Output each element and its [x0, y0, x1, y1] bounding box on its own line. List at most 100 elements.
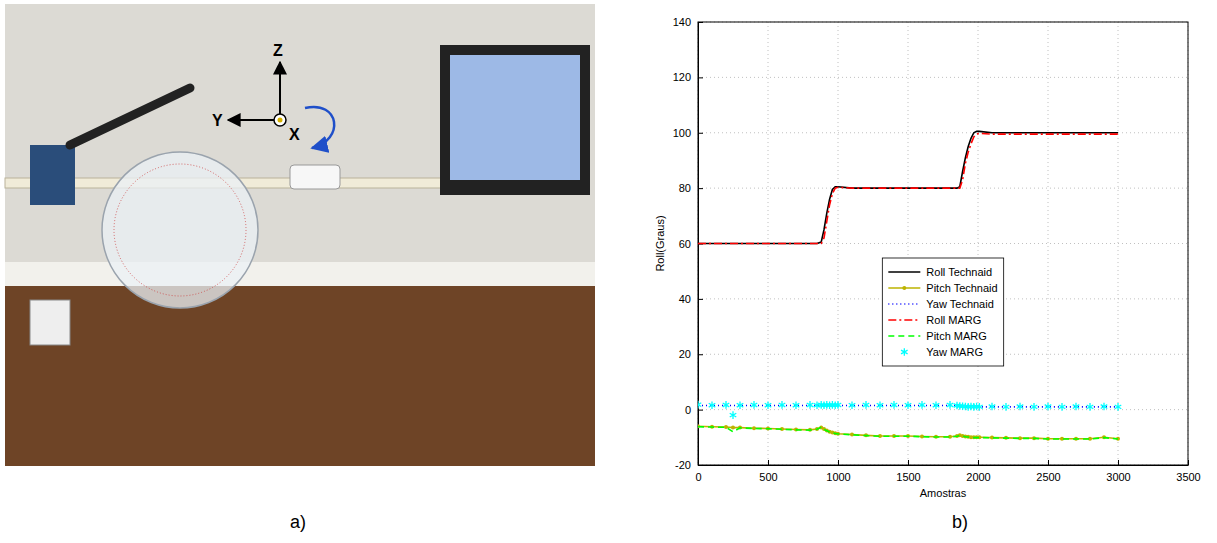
series-marker [1115, 403, 1122, 411]
tick-label: 120 [673, 71, 691, 83]
tick-mark [1118, 460, 1119, 465]
series-marker [1059, 403, 1066, 411]
photo-bench-top [5, 262, 595, 286]
grid-line-y [698, 409, 1188, 410]
photo-laptop [440, 45, 590, 195]
series-marker [724, 425, 728, 429]
photo-antenna [70, 88, 190, 145]
tick-label: 1000 [826, 471, 850, 483]
series-line [698, 133, 1118, 243]
tick-mark [698, 188, 703, 189]
series-marker [723, 401, 730, 409]
tick-mark [698, 77, 703, 78]
legend-box [882, 258, 1003, 366]
series-marker [731, 426, 735, 430]
tick-mark [838, 460, 839, 465]
series [698, 424, 1120, 440]
series [698, 133, 1118, 243]
series-marker [1031, 403, 1038, 411]
legend-label: Pitch Technaid [926, 282, 997, 294]
series-marker [814, 401, 821, 409]
photo-protractor-scale [114, 164, 246, 296]
x-axis-title: Amostras [920, 487, 967, 499]
series-marker [863, 401, 870, 409]
tick-label: 3500 [1176, 471, 1200, 483]
tick: 3000 [1106, 460, 1130, 483]
series [698, 427, 1118, 439]
panel-label: b) [952, 512, 968, 532]
tick-mark [698, 133, 703, 134]
tick-label: 3000 [1106, 471, 1130, 483]
grid-line-x [1048, 22, 1049, 465]
panel-label: a) [290, 512, 306, 532]
grid-line-y [698, 77, 1188, 78]
photo-sensor [290, 165, 340, 189]
tick-label: 60 [679, 238, 691, 250]
series-marker [835, 401, 842, 409]
tick-label: 40 [679, 293, 691, 305]
series-marker [877, 401, 884, 409]
tick-label: 2000 [966, 471, 990, 483]
tick: 1500 [896, 460, 920, 483]
tick-mark [908, 460, 909, 465]
series-marker [730, 411, 737, 419]
tick-label: -20 [675, 459, 691, 471]
series [698, 131, 1118, 243]
series-marker [807, 401, 814, 409]
photo-outlet [30, 300, 70, 345]
legend-marker [901, 348, 908, 356]
legend-label: Pitch MARG [926, 330, 987, 342]
series-marker [1101, 403, 1108, 411]
series-marker [905, 401, 912, 409]
photo-board [30, 145, 75, 205]
series-marker [1003, 403, 1010, 411]
axis-label: X [289, 126, 300, 143]
tick-label: 80 [679, 182, 691, 194]
axis-arrow-z [279, 62, 281, 120]
series-marker [933, 401, 940, 409]
legend-label: Yaw Technaid [926, 298, 993, 310]
legend-label: Roll Technaid [926, 266, 992, 278]
panel-b: 0 500 1000 1500 2000 2500 3000 3500 -20 0 20 40 60 80… [654, 16, 1201, 499]
legend-label: Yaw MARG [926, 346, 983, 358]
plot-frame [698, 22, 1188, 465]
legend-marker [902, 286, 906, 290]
x-axis: 0 500 1000 1500 2000 2500 3000 3500 [695, 460, 1200, 483]
axis-label: Y [212, 112, 223, 129]
series-marker [850, 433, 854, 437]
tick: 80 [679, 182, 703, 194]
series-marker [1087, 403, 1094, 411]
series-marker [989, 403, 996, 411]
grid-line-x [908, 22, 909, 465]
series-marker [751, 401, 758, 409]
legend-swatch [888, 303, 920, 305]
tick: 40 [679, 293, 703, 305]
tick: 500 [759, 460, 777, 483]
series-marker [779, 401, 786, 409]
tick-label: 1500 [896, 471, 920, 483]
tick: 2500 [1036, 460, 1060, 483]
series-marker [891, 401, 898, 409]
photo-laptop-screen [450, 55, 580, 180]
panel-a: ZYX [5, 4, 595, 466]
tick-label: 20 [679, 348, 691, 360]
tick: 20 [679, 348, 703, 360]
tick-mark [768, 460, 769, 465]
rotation-arrow [305, 107, 334, 148]
legend-label: Roll MARG [926, 314, 981, 326]
plot-marks [698, 131, 1121, 440]
series-marker [1045, 403, 1052, 411]
grid [698, 22, 1188, 465]
tick-label: 0 [685, 404, 691, 416]
axis-x-out [274, 114, 286, 126]
legend: Roll Technaid Pitch Technaid Yaw Technaid R… [882, 258, 1003, 366]
series-marker [1017, 403, 1024, 411]
tick-mark [978, 460, 979, 465]
legend-swatch [888, 271, 920, 273]
tick: 1000 [826, 460, 850, 483]
tick-label: 0 [695, 471, 701, 483]
series-line [698, 427, 1118, 439]
tick-mark [1048, 460, 1049, 465]
series-marker [737, 401, 744, 409]
series [698, 401, 1121, 419]
